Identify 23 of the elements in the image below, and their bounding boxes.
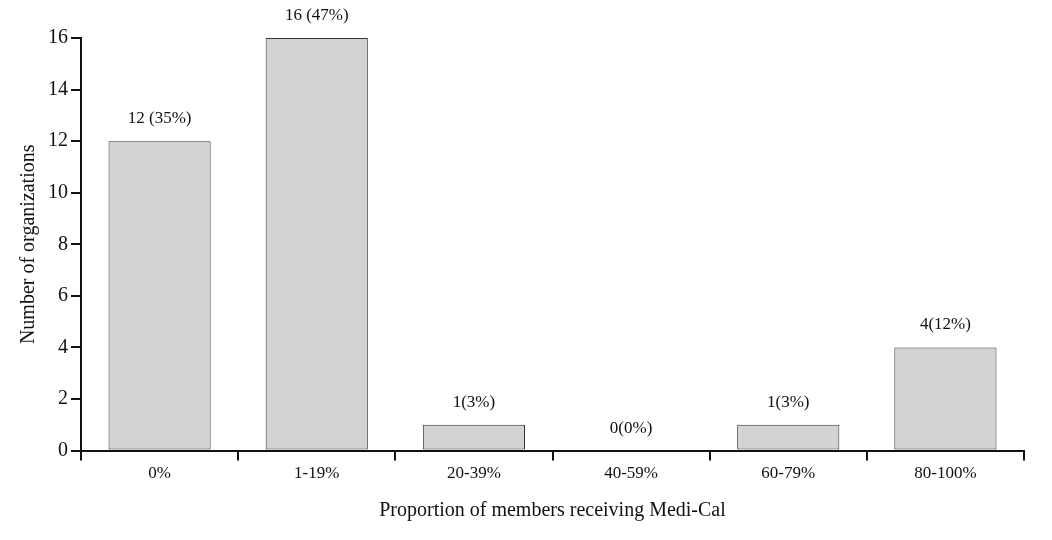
y-tick-label: 2 bbox=[58, 386, 68, 409]
y-tick-label: 12 bbox=[48, 128, 68, 151]
data-label: 16 (47%) bbox=[284, 4, 349, 24]
y-tick-label: 0 bbox=[58, 437, 68, 460]
x-tick-label: 1-19% bbox=[294, 463, 340, 483]
y-tick-label: 10 bbox=[48, 179, 68, 202]
x-tick-label: 20-39% bbox=[447, 463, 501, 483]
data-label: 1(3%) bbox=[452, 391, 496, 411]
data-label: 1(3%) bbox=[767, 391, 810, 411]
data-label: 12 (35%) bbox=[127, 108, 192, 128]
y-tick-label: 14 bbox=[48, 76, 68, 99]
y-tick-label: 4 bbox=[58, 334, 68, 357]
x-tick-label: 60-79% bbox=[761, 463, 816, 483]
data-label: 0(0%) bbox=[609, 417, 653, 437]
x-tick-label: 40-59% bbox=[604, 463, 658, 483]
x-tick-label: 0% bbox=[148, 463, 171, 483]
y-tick-label: 16 bbox=[48, 25, 68, 48]
x-tick-label: 80-100% bbox=[914, 463, 977, 483]
data-label: 4(12%) bbox=[919, 314, 971, 334]
y-tick-label: 6 bbox=[58, 283, 68, 306]
y-axis-title: Number of organizations bbox=[16, 144, 40, 345]
x-axis-title: Proportion of members receiving Medi-Cal bbox=[379, 498, 727, 522]
y-tick-label: 8 bbox=[58, 231, 68, 254]
